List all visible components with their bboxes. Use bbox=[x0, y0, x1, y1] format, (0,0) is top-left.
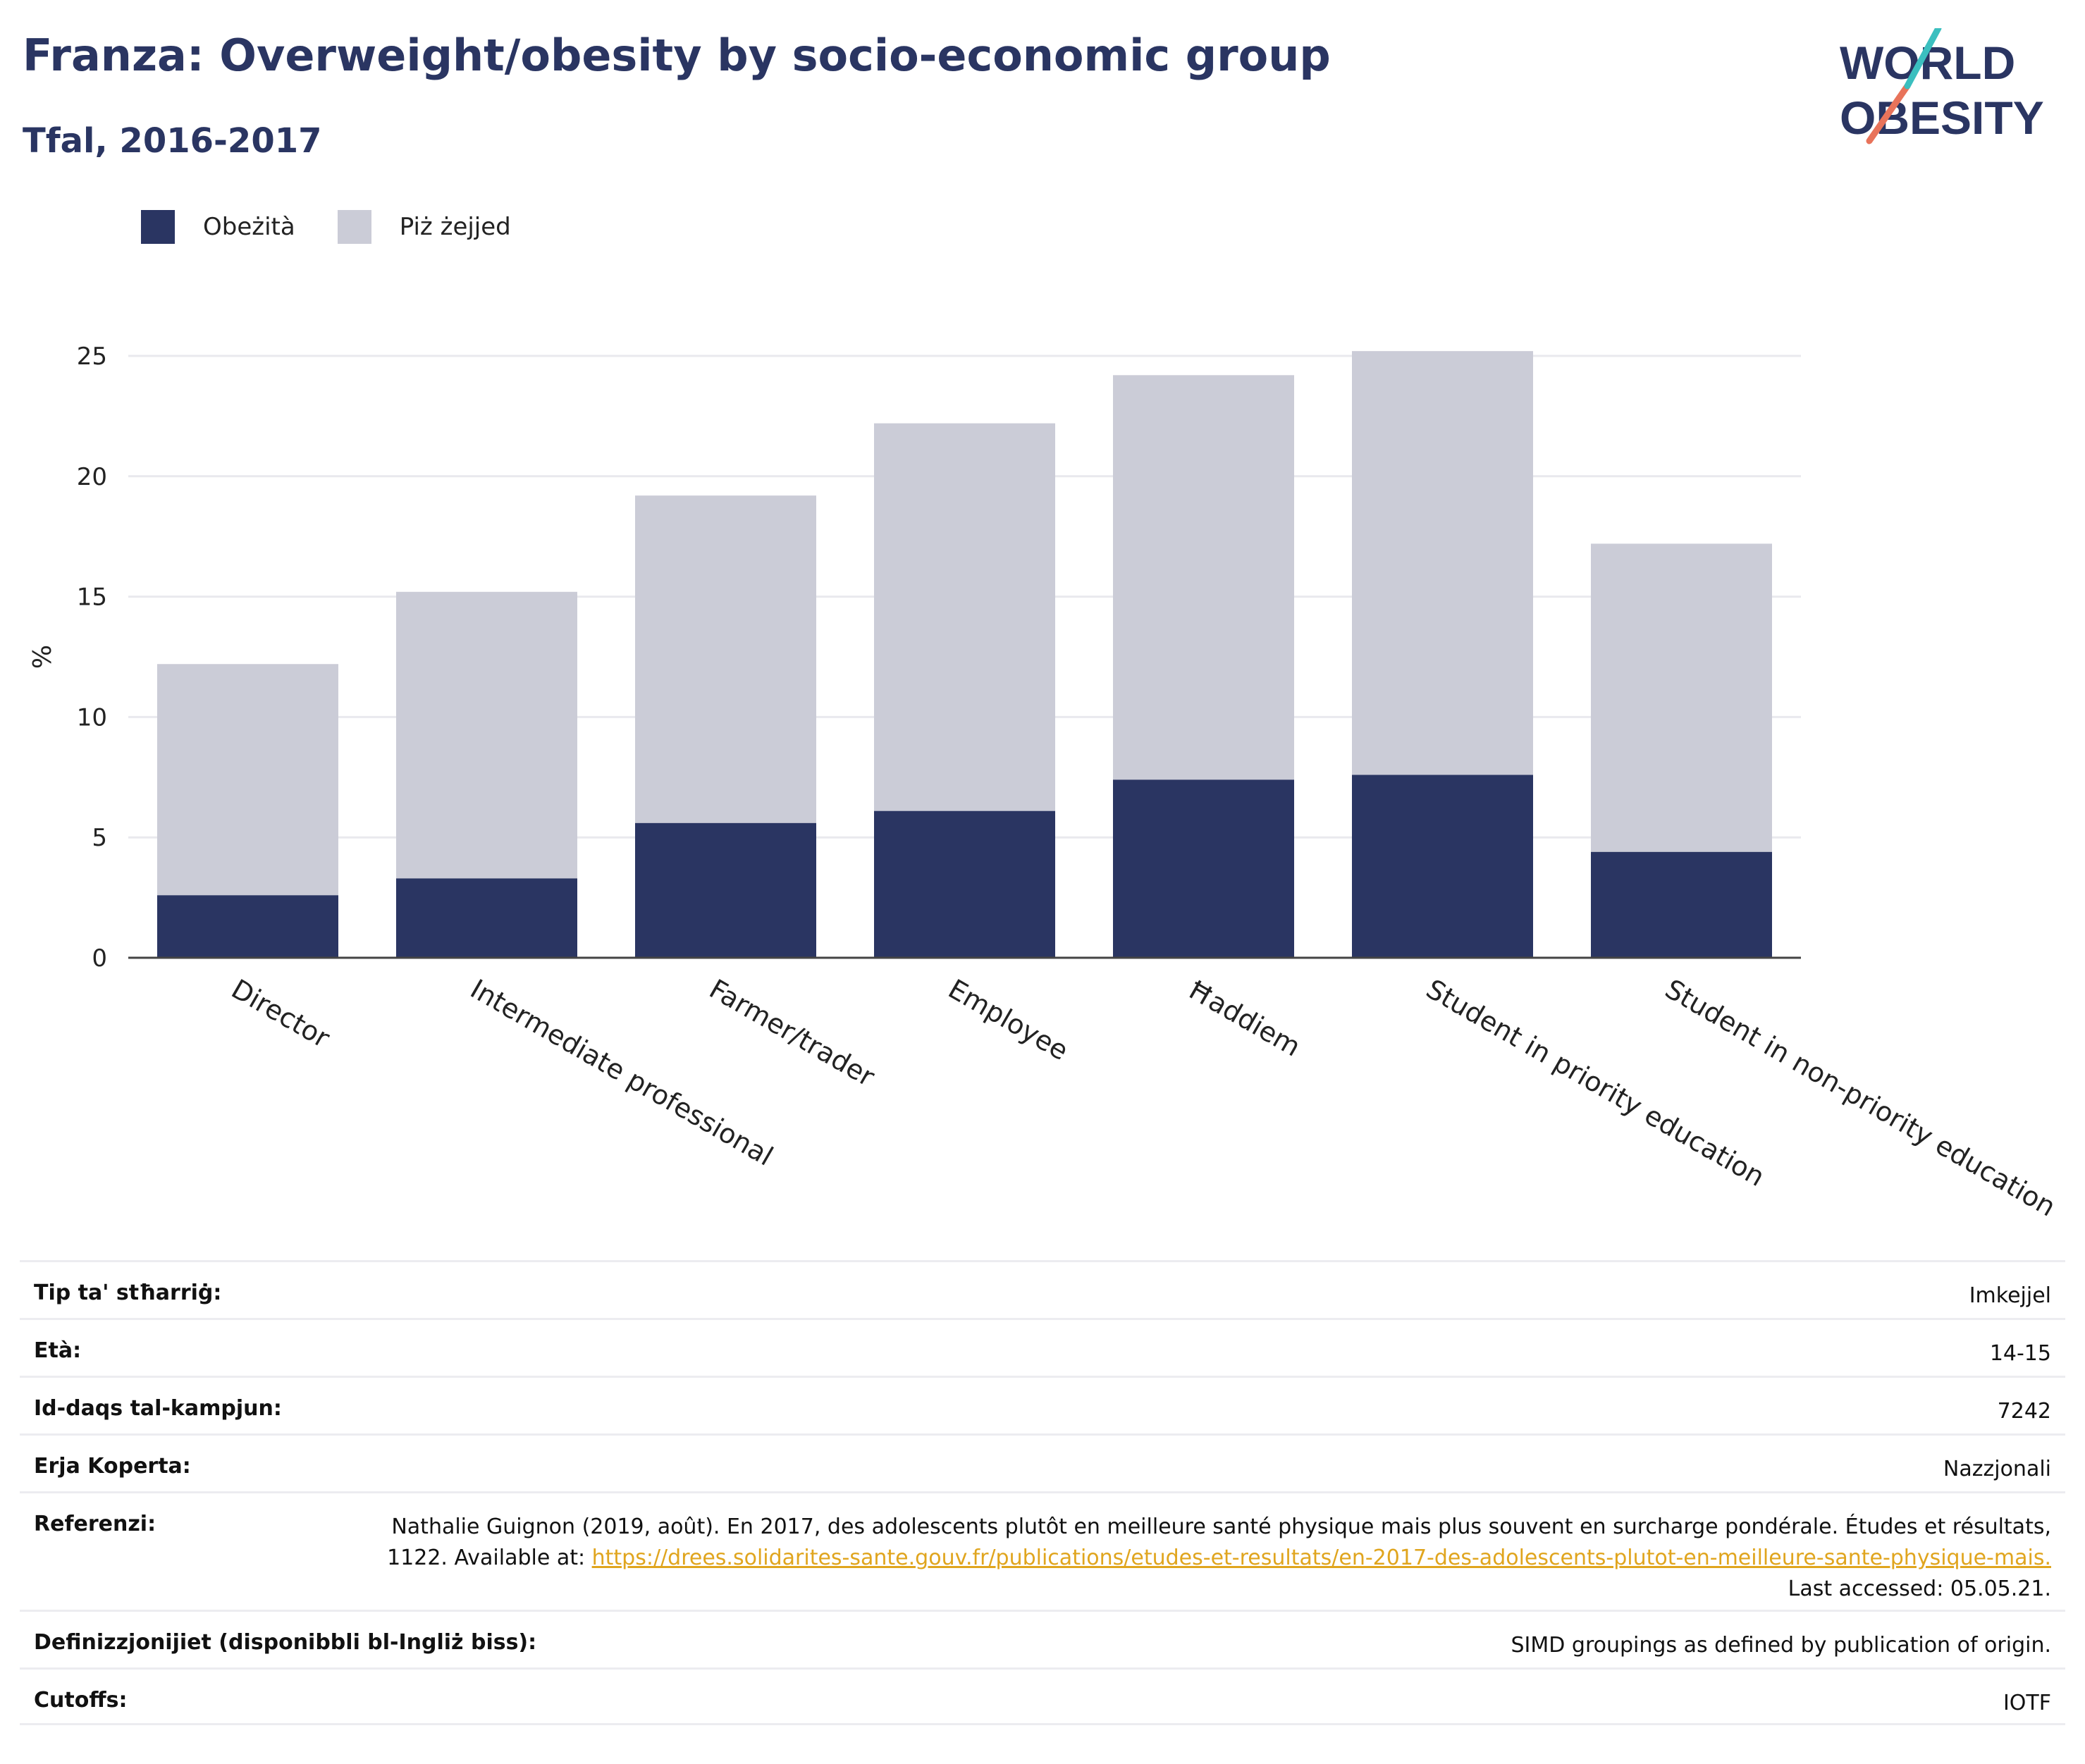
meta-value: Nazzjonali bbox=[1943, 1457, 2051, 1481]
x-tick-label: Director bbox=[226, 973, 336, 1054]
x-tick-label: Ħaddiem bbox=[1182, 973, 1306, 1063]
logo-slash-lower bbox=[1866, 82, 1911, 144]
legend-item-overweight[interactable]: Piż żejjed bbox=[337, 210, 511, 244]
bar-overweight bbox=[874, 423, 1055, 811]
bar-obesity bbox=[635, 822, 816, 958]
meta-row-definitions: Definizzjonijiet (disponibbli bl-Ingliż … bbox=[20, 1610, 2065, 1667]
logo-slash-upper bbox=[1904, 28, 1942, 90]
meta-label: Età: bbox=[34, 1338, 82, 1363]
meta-value: 7242 bbox=[1997, 1399, 2051, 1424]
meta-value: SIMD groupings as defined by publication… bbox=[1511, 1633, 2051, 1658]
x-tick-label: Employee bbox=[943, 973, 1074, 1066]
x-tick-label: Farmer/trader bbox=[704, 973, 880, 1092]
y-tick-label: 5 bbox=[92, 824, 107, 852]
meta-row-age: Età: 14-15 bbox=[20, 1318, 2065, 1376]
meta-label: Definizzjonijiet (disponibbli bl-Ingliż … bbox=[34, 1630, 537, 1655]
meta-row-survey-type: Tip ta' stħarriġ: Imkejjel bbox=[20, 1260, 2065, 1318]
meta-row-sample-size: Id-daqs tal-kampjun: 7242 bbox=[20, 1376, 2065, 1433]
reference-link[interactable]: https://drees.solidarites-sante.gouv.fr/… bbox=[591, 1546, 2051, 1570]
reference-accessed: Last accessed: 05.05.21. bbox=[1788, 1577, 2051, 1601]
bar-obesity bbox=[1352, 775, 1533, 958]
meta-label: Referenzi: bbox=[34, 1512, 156, 1536]
bar-overweight bbox=[1352, 351, 1533, 775]
meta-value: Imkejjel bbox=[1969, 1283, 2051, 1308]
bar-obesity bbox=[1113, 779, 1294, 958]
reference-text: Nathalie Guignon (2019, août). En 2017, … bbox=[387, 1515, 2051, 1570]
y-tick-label: 25 bbox=[77, 343, 107, 371]
chart-title: Franza: Overweight/obesity by socio-econ… bbox=[23, 30, 1331, 81]
meta-value: 14-15 bbox=[1989, 1341, 2051, 1366]
x-tick-label: Student in non-priority education bbox=[1660, 973, 2061, 1223]
legend-swatch-overweight bbox=[337, 210, 371, 244]
bar-overweight bbox=[1591, 543, 1772, 852]
legend-item-obesity[interactable]: Obeżità bbox=[141, 210, 295, 244]
bar-obesity bbox=[396, 878, 577, 958]
bar-overweight bbox=[635, 495, 816, 823]
meta-row-cutoffs: Cutoffs: IOTF bbox=[20, 1667, 2065, 1725]
world-obesity-logo: WORLD OBESITY bbox=[1840, 28, 2044, 144]
legend: Obeżità Piż żejjed bbox=[141, 210, 553, 244]
meta-value: IOTF bbox=[2003, 1691, 2051, 1715]
meta-label: Erja Koperta: bbox=[34, 1454, 191, 1479]
bar-overweight bbox=[1113, 375, 1294, 780]
meta-row-references: Referenzi: Nathalie Guignon (2019, août)… bbox=[20, 1491, 2065, 1610]
legend-label-obesity: Obeżità bbox=[203, 213, 295, 241]
y-tick-label: 0 bbox=[92, 944, 107, 973]
bar-obesity bbox=[1591, 851, 1772, 958]
y-tick-label: 15 bbox=[77, 584, 107, 612]
meta-label: Cutoffs: bbox=[34, 1688, 128, 1713]
legend-swatch-obesity bbox=[141, 210, 175, 244]
meta-label: Id-daqs tal-kampjun: bbox=[34, 1396, 282, 1421]
y-axis-label: % bbox=[28, 645, 57, 669]
y-tick-label: 20 bbox=[77, 463, 107, 491]
bar-overweight bbox=[157, 664, 338, 896]
bar-overweight bbox=[396, 591, 577, 879]
chart-subtitle: Tfal, 2016-2017 bbox=[23, 121, 322, 161]
meta-row-area: Erja Koperta: Nazzjonali bbox=[20, 1433, 2065, 1491]
bar-obesity bbox=[874, 810, 1055, 958]
legend-label-overweight: Piż żejjed bbox=[399, 213, 511, 241]
meta-label: Tip ta' stħarriġ: bbox=[34, 1281, 222, 1305]
y-tick-label: 10 bbox=[77, 703, 107, 732]
metadata-table: Tip ta' stħarriġ: Imkejjel Età: 14-15 Id… bbox=[20, 1260, 2065, 1725]
bar-obesity bbox=[157, 895, 338, 958]
meta-value-references: Nathalie Guignon (2019, août). En 2017, … bbox=[359, 1493, 2051, 1605]
